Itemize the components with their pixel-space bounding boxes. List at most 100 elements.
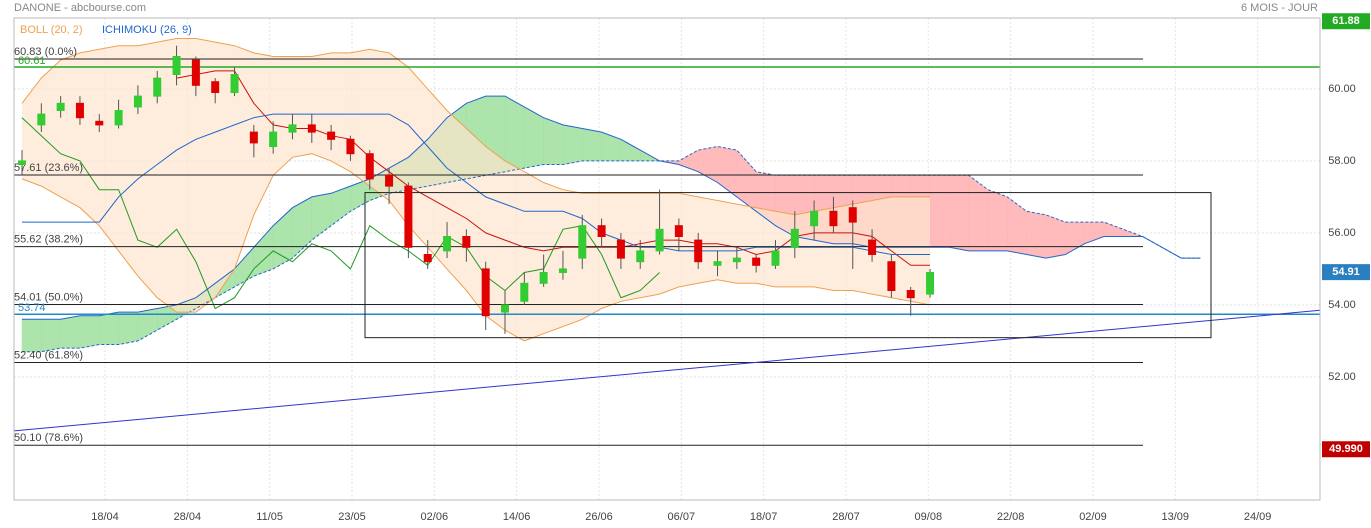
- price-marker-label: 54.91: [1332, 266, 1360, 278]
- plot-frame: [13, 17, 1321, 501]
- candle-body: [462, 236, 471, 248]
- x-tick-label: 02/09: [1079, 511, 1107, 523]
- fib-label: 52.40 (61.8%): [14, 349, 83, 361]
- fib-label: 55.62 (38.2%): [14, 233, 83, 245]
- candle-body: [443, 236, 452, 252]
- x-tick-label: 14/06: [503, 511, 531, 523]
- x-tick-label: 22/08: [997, 511, 1025, 523]
- candle-body: [887, 261, 896, 291]
- fib-label: 57.61 (23.6%): [14, 162, 83, 174]
- candle-body: [616, 239, 625, 259]
- cloud-segment: [543, 117, 564, 165]
- candle-body: [501, 304, 509, 313]
- bollinger-upper: [21, 38, 930, 216]
- cloud-segment: [60, 315, 81, 349]
- candle-body: [191, 59, 200, 86]
- x-tick-label: 28/04: [174, 511, 202, 523]
- chikou-line: [21, 117, 660, 310]
- x-tick-label: 09/08: [915, 511, 943, 523]
- candle-body: [732, 257, 741, 263]
- candle-body: [307, 124, 316, 133]
- price-marker-label: 49.990: [1329, 443, 1363, 455]
- candle-body: [848, 207, 857, 223]
- trendline: [13, 309, 1321, 432]
- candle-body: [713, 261, 722, 266]
- candle-body: [153, 77, 162, 97]
- x-tick-label: 24/09: [1244, 511, 1272, 523]
- candle-body: [790, 228, 799, 248]
- h-line-label: 53.74: [18, 302, 46, 314]
- y-tick-label: 60.00: [1328, 83, 1356, 95]
- candle-body: [674, 225, 683, 238]
- candle-body: [365, 153, 374, 180]
- candle-body: [829, 210, 838, 227]
- candle-body: [95, 120, 104, 126]
- x-tick-label: 13/09: [1162, 511, 1190, 523]
- cloud-segment: [562, 124, 583, 165]
- span-b-line: [22, 95, 1201, 320]
- x-tick-label: 02/06: [421, 511, 449, 523]
- candle-body: [752, 257, 761, 266]
- candle-body: [481, 268, 490, 317]
- y-tick-label: 56.00: [1328, 227, 1356, 239]
- x-tick-label: 18/04: [91, 511, 119, 523]
- cloud-segment: [949, 175, 969, 252]
- indicator-ichimoku: ICHIMOKU (26, 9): [102, 24, 192, 36]
- candle-body: [385, 174, 394, 187]
- candle-body: [37, 113, 46, 126]
- h-line-label: 60.61: [18, 55, 46, 67]
- fib-label: 50.10 (78.6%): [14, 432, 83, 444]
- range-box: [364, 192, 1212, 339]
- candle-body: [288, 124, 297, 133]
- candle-body: [868, 239, 877, 256]
- candle-body: [133, 95, 142, 108]
- candle-body: [404, 185, 413, 248]
- cloud-segment: [41, 319, 61, 352]
- span-a-line: [22, 145, 1201, 353]
- period: 6 MOIS - JOUR: [1241, 2, 1318, 14]
- candle-body: [327, 131, 336, 140]
- candle-body: [558, 268, 567, 273]
- price-marker: [1322, 264, 1370, 281]
- cloud-segment: [118, 311, 139, 345]
- x-tick-label: 06/07: [668, 511, 696, 523]
- candle-body: [906, 289, 915, 299]
- candle-body: [75, 102, 84, 119]
- cloud-segment: [929, 175, 950, 248]
- candle-body: [655, 228, 664, 252]
- fib-label: 54.01 (50.0%): [14, 291, 83, 303]
- candle-body: [539, 271, 548, 284]
- x-tick-label: 18/07: [750, 511, 778, 523]
- x-tick-label: 28/07: [832, 511, 860, 523]
- candle-body: [249, 131, 258, 144]
- indicator-boll: BOLL (20, 2): [20, 24, 83, 36]
- candle-body: [211, 81, 220, 94]
- price-marker-label: 61.88: [1332, 15, 1360, 27]
- candle-body: [423, 254, 432, 263]
- cloud-segment: [21, 319, 42, 352]
- kijun-line: [22, 113, 930, 255]
- x-tick-label: 23/05: [338, 511, 366, 523]
- cloud-segment: [504, 95, 525, 173]
- candle-body: [269, 131, 278, 148]
- candle-body: [771, 250, 780, 266]
- cloud-segment: [99, 311, 119, 345]
- candle-body: [636, 250, 645, 263]
- candle-body: [18, 160, 26, 166]
- price-marker: [1322, 13, 1370, 30]
- cloud-segment: [582, 128, 602, 162]
- candle-body: [694, 239, 703, 263]
- x-tick-label: 11/05: [256, 511, 283, 523]
- price-marker: [1322, 441, 1370, 458]
- candle-body: [114, 110, 123, 126]
- candle-body: [346, 138, 355, 155]
- candle-body: [926, 271, 935, 295]
- candle-body: [56, 102, 65, 112]
- y-tick-label: 58.00: [1328, 155, 1356, 167]
- fib-label: 60.83 (0.0%): [14, 46, 77, 58]
- candle-body: [172, 56, 181, 76]
- cloud-segment: [79, 315, 100, 349]
- candle-body: [230, 74, 239, 94]
- cloud-segment: [1026, 211, 1047, 259]
- candle-body: [597, 225, 606, 238]
